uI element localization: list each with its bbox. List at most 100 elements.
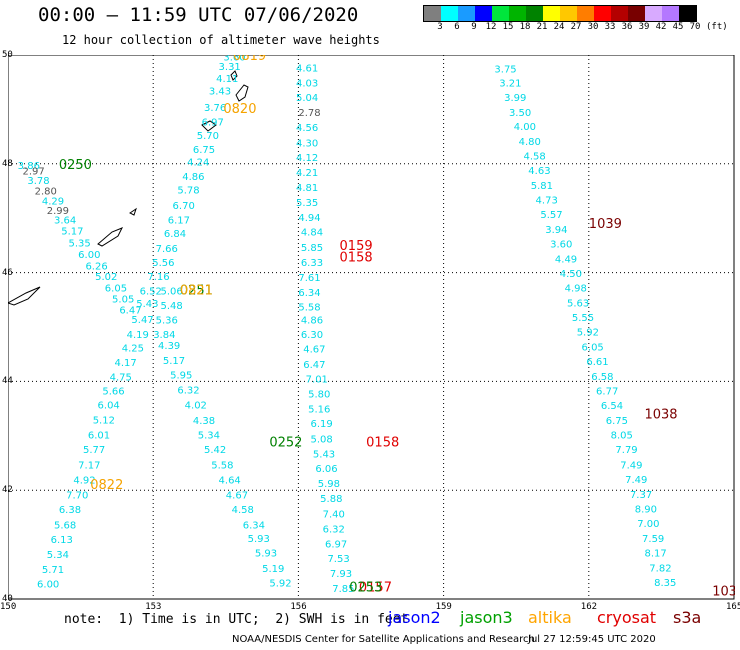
wave-height-value: 5.17 (163, 356, 185, 367)
color-swatch (509, 6, 526, 21)
legend-cryosat: cryosat (597, 608, 657, 627)
credit-line: NOAA/NESDIS Center for Satellite Applica… (232, 634, 535, 645)
wave-height-value: 6.38 (59, 505, 81, 516)
pass-time-label: 0250 (59, 158, 92, 173)
lat-tick-label: 44 (2, 376, 13, 387)
color-scale-tick: 33 (604, 22, 616, 32)
pass-time-label: 1037 (712, 585, 735, 600)
color-swatch (458, 6, 475, 21)
lat-lon-grid (8, 55, 734, 599)
wave-height-value: 6.58 (591, 372, 613, 383)
wave-height-value: 4.81 (296, 183, 318, 194)
wave-height-value: 5.88 (320, 494, 342, 505)
lon-tick-label: 165 (726, 602, 740, 612)
wave-height-value: 5.42 (204, 445, 226, 456)
wave-height-value: 5.43 (136, 299, 158, 310)
lon-tick-label: 162 (580, 602, 598, 612)
color-swatch (611, 6, 628, 21)
wave-height-value: 6.19 (311, 419, 333, 430)
color-scale-tick: 3 (437, 22, 443, 32)
wave-height-value: 3.31 (219, 62, 241, 73)
wave-height-value: 5.77 (83, 445, 105, 456)
wave-height-value: 7.37 (630, 490, 652, 501)
pass-time-label: 0157 (359, 580, 392, 595)
wave-height-value: 4.84 (301, 228, 323, 239)
lon-tick-label: 159 (435, 602, 452, 612)
wave-height-value: 5.47 (131, 315, 153, 326)
wave-height-value: 4.21 (296, 168, 318, 179)
lat-tick-label: 42 (2, 485, 13, 496)
color-scale-tick: 27 (570, 22, 582, 32)
color-swatch (662, 6, 679, 21)
wave-height-value: 3.99 (504, 93, 526, 104)
wave-height-value: 6.77 (596, 386, 618, 397)
wave-height-value: 5.48 (160, 301, 182, 312)
wave-height-value: 6.70 (173, 201, 195, 212)
wave-height-value: 4.25 (122, 343, 144, 354)
wave-height-value: 4.58 (523, 151, 545, 162)
wave-height-value: 7.16 (147, 272, 169, 283)
hokkaido-edge (8, 286, 41, 306)
wave-height-value: 2.78 (298, 108, 320, 119)
color-scale-unit: (ft) (706, 22, 728, 32)
color-swatch (526, 6, 543, 21)
wave-height-value: 5.04 (296, 93, 318, 104)
color-swatch (441, 6, 458, 21)
wave-height-value: 4.12 (296, 153, 318, 164)
wave-height-value: 6.13 (51, 535, 73, 546)
wave-height-value: 3.84 (153, 330, 175, 341)
wave-height-value: 3.21 (499, 79, 521, 90)
color-swatch (424, 6, 441, 21)
wave-height-value: 4.30 (296, 138, 318, 149)
color-scale-tick: 6 (454, 22, 460, 32)
color-scale-bar (423, 5, 697, 22)
wave-height-value: 5.80 (308, 390, 330, 401)
wave-height-value: 2.80 (35, 186, 57, 197)
wave-height-value: 4.29 (42, 197, 64, 208)
wave-height-value: 5.56 (152, 258, 174, 269)
wave-height-value: 7.01 (306, 374, 328, 385)
wave-height-value: 6.75 (193, 145, 215, 156)
wave-height-value: 6.84 (164, 229, 186, 240)
pass-time-label: 0820 (223, 102, 256, 117)
lat-tick-label: 46 (2, 267, 13, 278)
color-scale-tick: 15 (502, 22, 514, 32)
wave-height-value: 4.94 (298, 213, 320, 224)
wave-height-value: 4.02 (185, 401, 207, 412)
wave-height-value: 7.79 (615, 445, 637, 456)
kuril-island-5 (129, 207, 137, 216)
wave-height-value: 4.00 (514, 122, 536, 133)
wave-height-value: 6.26 (85, 261, 107, 272)
wave-height-value: 5.17 (61, 227, 83, 238)
wave-height-value: 7.70 (66, 490, 88, 501)
pass-time-label: 0251 (180, 283, 213, 298)
wave-height-value: 6.30 (301, 330, 323, 341)
color-scale-tick: 36 (621, 22, 633, 32)
wave-height-value: 5.16 (308, 404, 330, 415)
legend-jason3: jason3 (460, 608, 513, 627)
wave-height-value: 6.01 (88, 431, 110, 442)
legend-s3a: s3a (673, 608, 702, 627)
wave-height-value: 3.60 (550, 240, 572, 251)
wave-height-value: 4.56 (296, 123, 318, 134)
wave-height-value: 6.75 (606, 416, 628, 427)
wave-height-value: 7.85 (332, 584, 354, 595)
wave-height-value: 5.70 (197, 131, 219, 142)
map-frame (8, 55, 735, 600)
wave-height-value: 7.00 (637, 519, 659, 530)
wave-height-value: 5.92 (577, 328, 599, 339)
color-swatch (628, 6, 645, 21)
pass-time-label: 0253 (349, 580, 382, 595)
wave-height-value: 6.52 (140, 286, 162, 297)
wave-height-value: 2.99 (47, 206, 69, 217)
wave-height-value: 4.92 (73, 476, 95, 487)
wave-height-value: 5.93 (248, 534, 270, 545)
color-scale-tick: 42 (655, 22, 667, 32)
wave-height-value: 4.75 (110, 372, 132, 383)
footer-note: note: 1) Time is in UTC; 2) SWH is in fe… (64, 612, 409, 627)
color-swatch (679, 6, 696, 21)
wave-height-value: 5.66 (102, 386, 124, 397)
wave-height-value: 5.34 (198, 431, 220, 442)
color-swatch (543, 6, 560, 21)
wave-height-value: 3.50 (509, 108, 531, 119)
